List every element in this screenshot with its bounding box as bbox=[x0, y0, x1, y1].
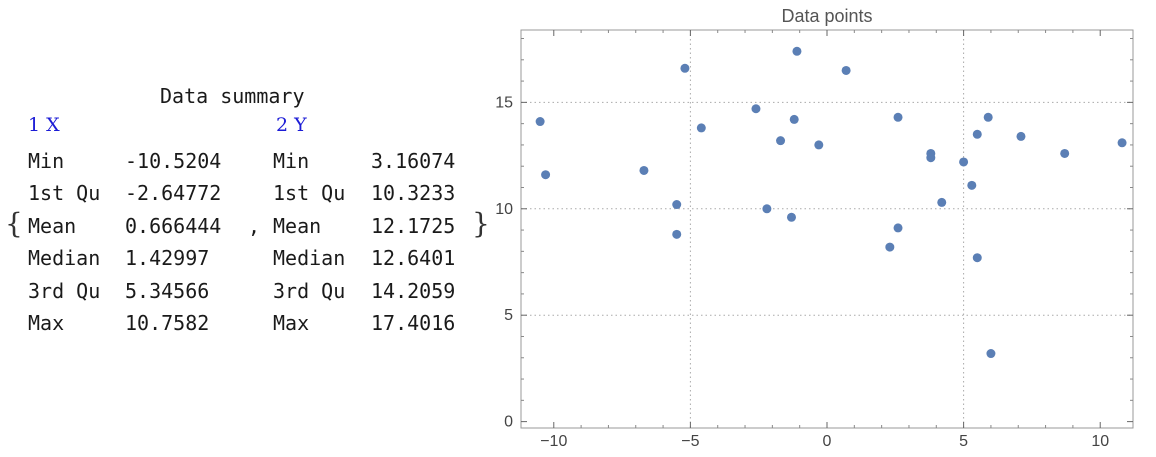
y-row-value: 17.4016 bbox=[371, 311, 456, 335]
data-point bbox=[751, 104, 761, 114]
x-row-value: 0.666444 bbox=[125, 214, 222, 238]
close-brace: } bbox=[472, 207, 490, 240]
y-row-value: 10.3233 bbox=[371, 181, 456, 205]
y-row-label: Max bbox=[273, 311, 310, 335]
data-point bbox=[893, 112, 903, 122]
y-row-value: 12.1725 bbox=[371, 214, 456, 238]
data-point bbox=[926, 153, 936, 163]
data-point bbox=[535, 117, 545, 127]
data-summary-panel: Data summary 1 X 2 Y { } , Min -10.5204 … bbox=[0, 0, 500, 452]
open-brace: { bbox=[5, 207, 23, 240]
data-point bbox=[639, 165, 649, 175]
y-row-label: Median bbox=[273, 246, 346, 270]
y-row-label: 1st Qu bbox=[273, 181, 346, 205]
y-tick-label: 0 bbox=[504, 414, 513, 431]
plot-frame bbox=[520, 29, 1134, 429]
summary-title: Data summary bbox=[160, 84, 305, 108]
y-row-label: Min bbox=[273, 149, 310, 173]
data-point bbox=[762, 204, 772, 214]
data-point bbox=[983, 112, 993, 122]
data-point bbox=[696, 123, 706, 133]
data-point bbox=[776, 136, 786, 146]
x-row-label: Max bbox=[28, 311, 65, 335]
y-row-value: 3.16074 bbox=[371, 149, 456, 173]
x-row-value: 5.34566 bbox=[125, 279, 210, 303]
data-point bbox=[789, 114, 799, 124]
scatter-plot-svg: Data points −10 −5 0 5 10 0 5 10 15 bbox=[495, 6, 1134, 450]
data-point bbox=[1117, 138, 1127, 148]
y-row-label: 3rd Qu bbox=[273, 279, 346, 303]
data-point bbox=[786, 212, 796, 222]
grid-lines bbox=[521, 30, 1133, 428]
x-row-value: 1.42997 bbox=[125, 246, 210, 270]
x-row-label: Mean bbox=[28, 214, 77, 238]
x-tick-label: −5 bbox=[681, 433, 699, 450]
data-point bbox=[792, 46, 802, 56]
data-point bbox=[841, 65, 851, 75]
data-point bbox=[893, 223, 903, 233]
data-point bbox=[986, 349, 996, 359]
data-points bbox=[535, 46, 1127, 359]
column-header-x: 1 X bbox=[28, 114, 60, 136]
data-point bbox=[541, 170, 551, 180]
data-point bbox=[972, 253, 982, 263]
data-point bbox=[1060, 148, 1070, 158]
data-point bbox=[814, 140, 824, 150]
scatter-plot: Data points −10 −5 0 5 10 0 5 10 15 bbox=[478, 0, 1156, 452]
data-point bbox=[972, 129, 982, 139]
y-row-value: 12.6401 bbox=[371, 246, 456, 270]
x-tick-label: 0 bbox=[823, 433, 832, 450]
x-row-label: 3rd Qu bbox=[28, 279, 101, 303]
data-point bbox=[885, 242, 895, 252]
data-point bbox=[680, 63, 690, 73]
x-tick-label: 10 bbox=[1091, 433, 1109, 450]
y-row-value: 14.2059 bbox=[371, 279, 456, 303]
chart-title: Data points bbox=[781, 6, 872, 26]
y-row-label: Mean bbox=[273, 214, 322, 238]
data-point bbox=[672, 229, 682, 239]
x-tick-label: −10 bbox=[540, 433, 567, 450]
column-header-y: 2 Y bbox=[276, 114, 307, 136]
data-point bbox=[959, 157, 969, 167]
axis-ticks: −10 −5 0 5 10 0 5 10 15 bbox=[495, 30, 1133, 450]
list-separator: , bbox=[248, 214, 261, 238]
x-row-value: -2.64772 bbox=[125, 181, 222, 205]
data-point bbox=[1016, 131, 1026, 141]
x-row-label: Median bbox=[28, 246, 101, 270]
data-point bbox=[937, 197, 947, 207]
x-row-value: -10.5204 bbox=[125, 149, 222, 173]
y-tick-label: 5 bbox=[504, 307, 513, 324]
data-point bbox=[967, 180, 977, 190]
x-row-label: Min bbox=[28, 149, 65, 173]
y-tick-label: 10 bbox=[495, 201, 513, 218]
x-row-label: 1st Qu bbox=[28, 181, 101, 205]
x-row-value: 10.7582 bbox=[125, 311, 210, 335]
x-tick-label: 5 bbox=[959, 433, 968, 450]
data-point bbox=[672, 200, 682, 210]
y-tick-label: 15 bbox=[495, 94, 513, 111]
